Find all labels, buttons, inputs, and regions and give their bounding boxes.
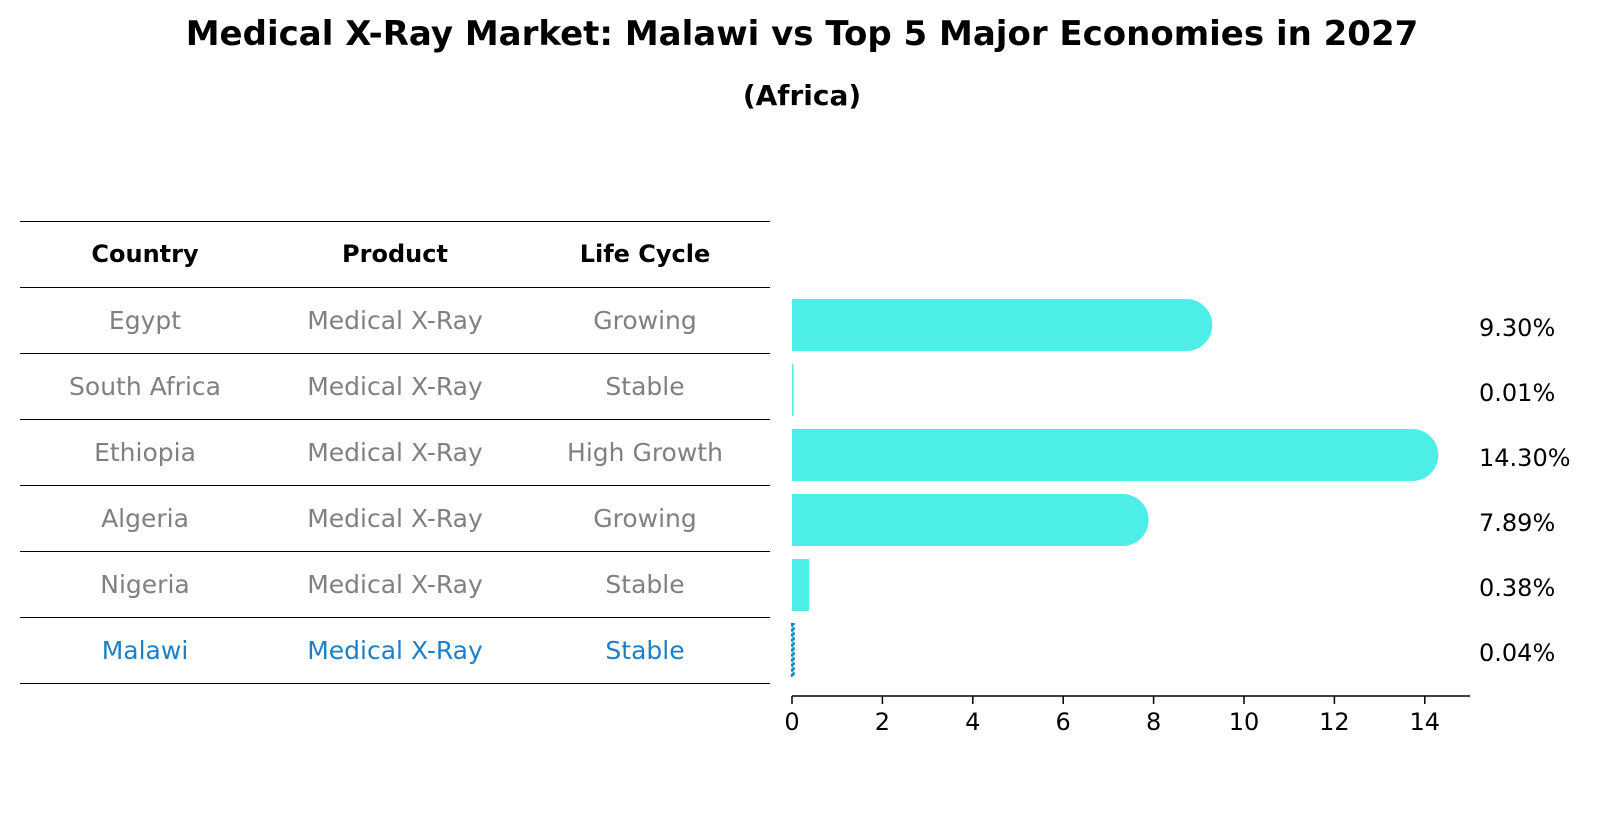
cell-product: Medical X-Ray <box>307 570 483 599</box>
cell-product: Medical X-Ray <box>307 636 483 665</box>
cell-country: Egypt <box>108 306 182 335</box>
cell-life-cycle: Growing <box>593 306 697 335</box>
bar-egypt <box>792 299 1213 351</box>
chart-title: Medical X-Ray Market: Malawi vs Top 5 Ma… <box>185 14 1419 54</box>
cell-life-cycle: Stable <box>605 570 685 599</box>
table-row: Egypt Medical X-Ray Growing <box>20 288 770 354</box>
cell-country: Ethiopia <box>94 438 196 467</box>
table-row: Ethiopia Medical X-Ray High Growth <box>20 420 770 486</box>
cell-product: Medical X-Ray <box>307 306 483 335</box>
cell-life-cycle: Growing <box>593 504 697 533</box>
header-country: Country <box>91 240 199 268</box>
bar-malawi <box>791 623 795 677</box>
header-life-cycle: Life Cycle <box>579 240 711 268</box>
cell-life-cycle: High Growth <box>567 438 723 467</box>
header-product: Product <box>342 240 448 268</box>
chart-subtitle: (Africa) <box>742 79 862 112</box>
bar-value-label: 0.01% <box>1479 379 1555 407</box>
bar-value-label: 14.30% <box>1479 444 1571 472</box>
table-row: South Africa Medical X-Ray Stable <box>20 354 770 420</box>
bar-nigeria <box>792 559 810 611</box>
cell-product: Medical X-Ray <box>307 372 483 401</box>
x-tick-label: 2 <box>875 708 890 736</box>
cell-product: Medical X-Ray <box>307 438 483 467</box>
bar-value-label: 7.89% <box>1479 509 1555 537</box>
cell-life-cycle: Stable <box>605 636 685 665</box>
bar-south-africa <box>792 364 794 416</box>
bar-value-label: 0.04% <box>1479 639 1555 667</box>
cell-country: Algeria <box>101 504 189 533</box>
x-tick-label: 6 <box>1056 708 1071 736</box>
x-tick-label: 4 <box>965 708 980 736</box>
cell-life-cycle: Stable <box>605 372 685 401</box>
cell-country: Malawi <box>101 636 189 665</box>
cell-product: Medical X-Ray <box>307 504 483 533</box>
table-row: Nigeria Medical X-Ray Stable <box>20 552 770 618</box>
x-tick-label: 14 <box>1410 708 1441 736</box>
table-row: Algeria Medical X-Ray Growing <box>20 486 770 552</box>
bar-value-label: 9.30% <box>1479 314 1555 342</box>
cell-country: Nigeria <box>100 570 190 599</box>
table-header-row: Country Product Life Cycle <box>20 221 770 288</box>
bar-algeria <box>792 494 1149 546</box>
table-row-highlighted: Malawi Medical X-Ray Stable <box>20 618 770 684</box>
x-tick-label: 0 <box>784 708 799 736</box>
x-tick-label: 10 <box>1229 708 1260 736</box>
x-tick-label: 12 <box>1319 708 1350 736</box>
bar-ethiopia <box>792 429 1439 481</box>
comparison-table: Country Product Life Cycle Egypt Medical… <box>20 221 770 684</box>
x-tick-label: 8 <box>1146 708 1161 736</box>
cell-country: South Africa <box>69 372 221 401</box>
bar-value-label: 0.38% <box>1479 574 1555 602</box>
